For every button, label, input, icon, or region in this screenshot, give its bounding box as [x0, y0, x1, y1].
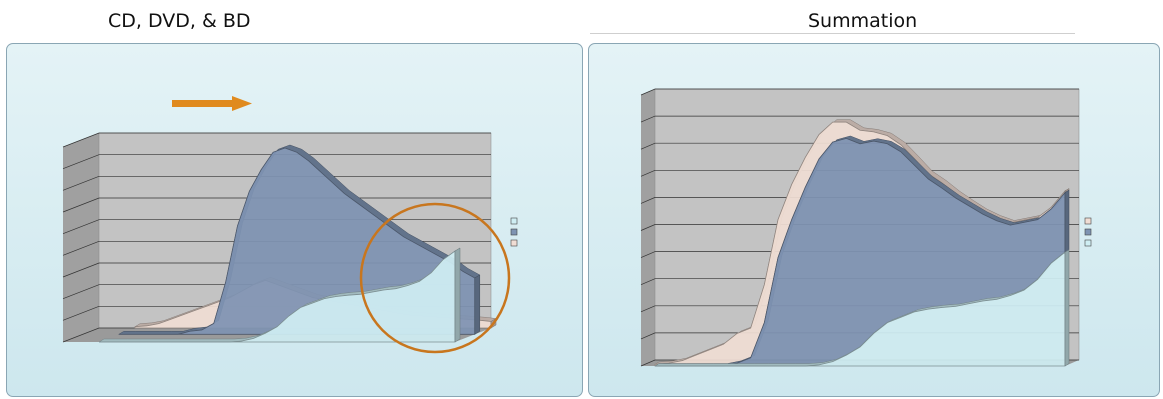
annotation-arrow-shaft: [172, 100, 232, 107]
legend-swatch: [510, 228, 518, 236]
gridline: [640, 169, 1079, 177]
gridline: [62, 175, 491, 191]
legend-swatch: [1084, 217, 1092, 225]
side-wall: [63, 133, 99, 342]
legend-swatch: [510, 217, 518, 225]
gridline: [62, 132, 491, 148]
dvd-media-series-end: [1064, 189, 1070, 253]
gridline: [640, 88, 1079, 96]
gridline: [62, 154, 491, 169]
summation-chart: [640, 88, 1092, 367]
bd-ad-media-series-end: [454, 247, 461, 343]
gridline: [62, 197, 491, 213]
annotation-arrow-head: [232, 96, 252, 111]
legend-swatch: [1084, 228, 1092, 236]
bd-ad-media-series-end: [1064, 249, 1070, 367]
heading-divider: [590, 33, 1075, 34]
gridline: [640, 115, 1079, 123]
dvd-media-series-end: [474, 274, 481, 335]
highlight-circle: [359, 202, 511, 354]
individual-media-chart-panel: [6, 43, 583, 397]
legend-swatch: [510, 239, 518, 247]
individual-media-chart: [62, 96, 518, 354]
left-section-heading: CD, DVD, & BD: [108, 10, 251, 32]
right-section-heading: Summation: [808, 10, 918, 32]
gridline: [640, 142, 1079, 150]
summation-chart-panel: [588, 43, 1160, 397]
legend-swatch: [1084, 239, 1092, 247]
